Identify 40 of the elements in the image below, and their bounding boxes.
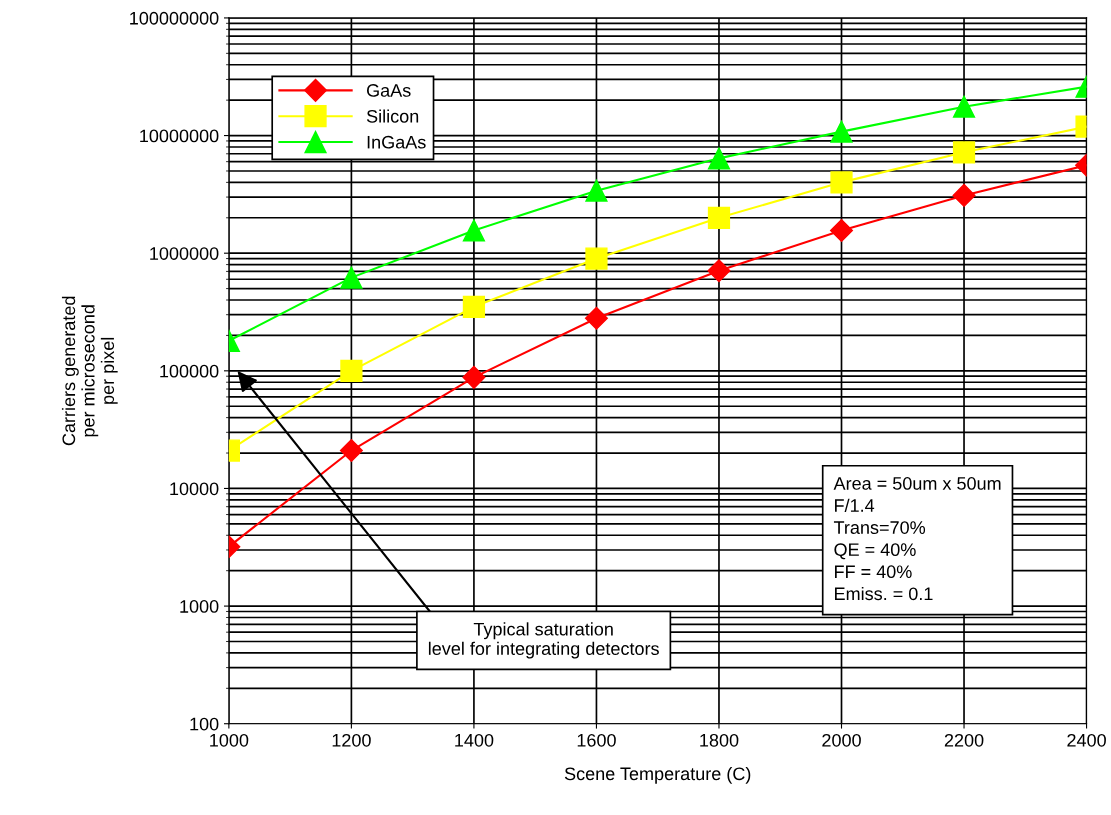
y-axis-title: Carriers generated per microsecond per pixel [61, 296, 118, 446]
x-tick-label: 1800 [700, 733, 739, 747]
point [584, 306, 608, 330]
legend-label: InGaAs [367, 135, 426, 149]
point [830, 171, 853, 194]
x-tick-label: 2000 [822, 733, 861, 747]
point [830, 218, 854, 242]
point [707, 147, 731, 170]
legend-label: Silicon [366, 109, 419, 123]
x-tick-label: 1600 [577, 733, 616, 747]
point [462, 295, 486, 318]
annotation: Area = 50um x 50um F/1.4 Trans=70% QE = 40% FF = 40% Emiss. = 0.1 [833, 477, 1001, 601]
y-tick-label: 100000000 [130, 11, 219, 25]
y-tick-label: 1000 [180, 600, 219, 613]
y-tick-label: 100000 [160, 364, 219, 378]
y-tick-label: 10000000 [140, 129, 219, 143]
x-axis-title: Scene Temperature (C) [564, 766, 751, 784]
point [707, 206, 731, 229]
x-tick-label: 1200 [332, 733, 371, 747]
point [340, 266, 363, 289]
x-tick-label: 2400 [1067, 733, 1106, 747]
y-tick-label: 1000000 [150, 247, 219, 260]
point [707, 259, 731, 283]
point [830, 120, 853, 143]
point [952, 141, 976, 164]
point [585, 179, 608, 202]
point [952, 183, 976, 207]
x-tick-label: 1400 [455, 733, 494, 747]
point [952, 95, 976, 118]
point [462, 365, 486, 389]
legend-label: GaAs [367, 84, 411, 97]
point [340, 359, 363, 382]
x-tick-label: 1000 [210, 733, 249, 747]
x-tick-label: 2200 [944, 733, 984, 747]
y-tick-label: 100 [190, 717, 219, 731]
point [462, 219, 486, 242]
y-tick-label: 10000 [170, 482, 219, 496]
annotation: Typical saturation level for integrating detectors [428, 622, 659, 659]
point [585, 247, 608, 270]
point [339, 439, 363, 463]
